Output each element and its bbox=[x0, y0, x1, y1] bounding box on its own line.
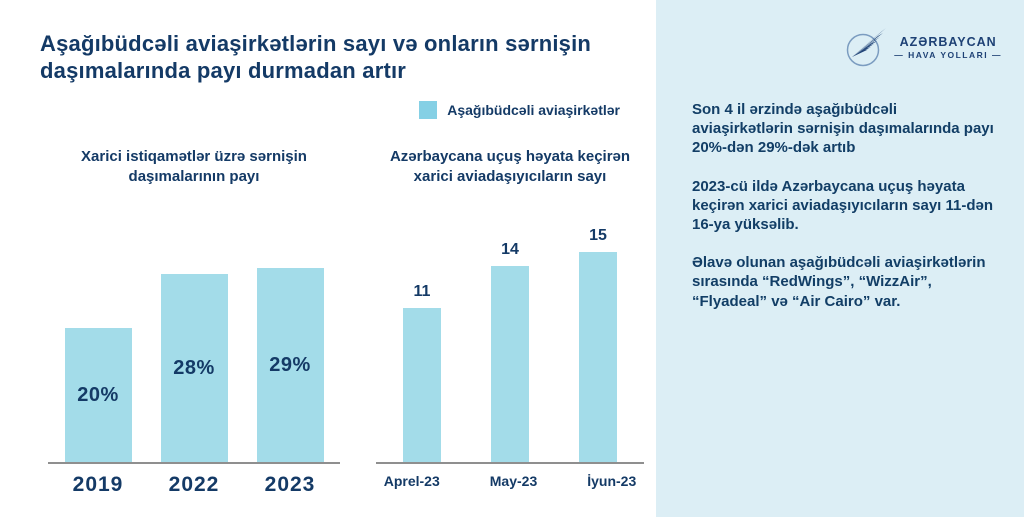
sidebar-paragraph-1: Son 4 il ərzində aşağıbüdcəli aviaşirkət… bbox=[692, 101, 994, 157]
bar-value-label: 11 bbox=[413, 283, 431, 301]
chart-passenger-share-plot: 20% 28% 29% bbox=[48, 209, 340, 463]
bar: 29% bbox=[256, 268, 324, 463]
chart-foreign-carriers-title: Azərbaycana uçuş həyata keçirən xarici a… bbox=[389, 148, 631, 185]
charts-row: Xarici istiqamətlər üzrə sərnişin daşıma… bbox=[0, 147, 656, 497]
bar-value-label: 29% bbox=[269, 353, 311, 376]
logo-row: AZƏRBAYCAN — HAVA YOLLARI — bbox=[656, 0, 1024, 70]
azal-logo-subtitle: — HAVA YOLLARI — bbox=[894, 49, 1002, 60]
page-title: Aşağıbüdcəli aviaşirkətlərin sayı və onl… bbox=[40, 31, 592, 84]
bar-2023: 29% bbox=[256, 268, 324, 463]
main-area: Aşağıbüdcəli aviaşirkətlərin sayı və onl… bbox=[0, 31, 656, 497]
legend-swatch-icon bbox=[419, 101, 438, 120]
bar bbox=[403, 308, 441, 463]
chart-foreign-carriers-categories: Aprel-23 May-23 İyun-23 bbox=[376, 473, 644, 489]
chart-passenger-share-title: Xarici istiqamətlər üzrə sərnişin daşıma… bbox=[81, 148, 307, 185]
sidebar-paragraph-3: Əlavə olunan aşağıbüdcəli aviaşirkətləri… bbox=[692, 254, 986, 310]
bar-2019: 20% bbox=[64, 328, 132, 463]
bar: 28% bbox=[160, 274, 228, 463]
category-label: İyun-23 bbox=[587, 473, 637, 490]
category-label: May-23 bbox=[489, 473, 538, 490]
x-axis-line bbox=[48, 462, 340, 465]
bar: 20% bbox=[64, 328, 132, 463]
chart-passenger-share-categories: 2019 2022 2023 bbox=[48, 473, 340, 497]
chart-passenger-share: Xarici istiqamətlər üzrə sərnişin daşıma… bbox=[48, 147, 340, 497]
bar bbox=[579, 252, 617, 463]
legend-label: Aşağıbüdcəli aviaşirkətlər bbox=[447, 102, 620, 119]
chart-foreign-carriers-plot: 11 14 15 bbox=[376, 209, 644, 463]
chart-foreign-carriers: Azərbaycana uçuş həyata keçirən xarici a… bbox=[376, 147, 644, 497]
sidebar-paragraph-2: 2023-cü ildə Azərbaycana uçuş həyata keç… bbox=[692, 177, 994, 233]
category-label: 2022 bbox=[168, 473, 220, 497]
azal-logo-text: AZƏRBAYCAN — HAVA YOLLARI — bbox=[894, 35, 1002, 60]
category-label: 2023 bbox=[264, 473, 316, 497]
bar-value-label: 20% bbox=[77, 383, 119, 406]
category-label: 2019 bbox=[72, 473, 124, 497]
bar-value-label: 15 bbox=[589, 227, 607, 245]
bar-Aprel-23: 11 bbox=[403, 283, 441, 463]
azal-logo: AZƏRBAYCAN — HAVA YOLLARI — bbox=[842, 24, 1002, 70]
bar-value-label: 14 bbox=[501, 241, 519, 259]
legend: Aşağıbüdcəli aviaşirkətlər bbox=[0, 101, 656, 120]
azal-wing-icon bbox=[847, 28, 887, 67]
sidebar-text: Son 4 il ərzində aşağıbüdcəli aviaşirkət… bbox=[656, 70, 1024, 311]
category-label: Aprel-23 bbox=[383, 473, 440, 490]
x-axis-line bbox=[376, 462, 644, 465]
bar-2022: 28% bbox=[160, 274, 228, 463]
azal-logo-name: AZƏRBAYCAN bbox=[899, 34, 997, 49]
bar-value-label: 28% bbox=[173, 356, 215, 379]
bar-May-23: 14 bbox=[491, 241, 529, 463]
bar-İyun-23: 15 bbox=[579, 227, 617, 463]
sidebar: AZƏRBAYCAN — HAVA YOLLARI — Son 4 il ərz… bbox=[656, 0, 1024, 517]
bar bbox=[491, 266, 529, 463]
